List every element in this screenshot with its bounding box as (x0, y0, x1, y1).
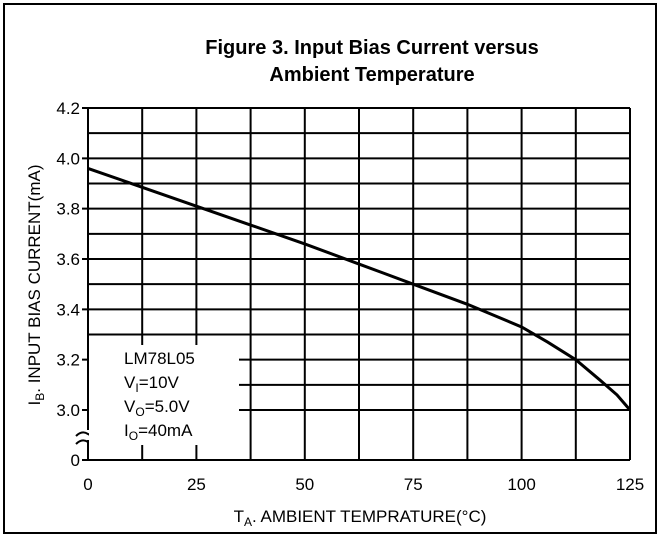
x-tick-label: 75 (404, 475, 423, 494)
annotation-rest: =5.0V (145, 397, 191, 416)
x-tick-label: 125 (616, 475, 644, 494)
annotation-main: LM78L05 (124, 349, 195, 368)
annotation: LM78L05 (124, 349, 195, 368)
annotation: VI=10V (124, 373, 180, 395)
x-tick-label: 50 (295, 475, 314, 494)
y-axis-label-rest: . INPUT BIAS CURRENT(mA) (25, 164, 44, 392)
x-axis-label-sub: A (244, 515, 252, 529)
x-axis-label-main: T (234, 507, 244, 526)
annotation-rest: =10V (139, 373, 180, 392)
y-tick-label: 3.4 (56, 300, 80, 319)
y-tick-label: 3.8 (56, 200, 80, 219)
annotation: VO=5.0V (124, 397, 190, 419)
axis-break (78, 430, 94, 440)
y-axis-label-main: I (25, 401, 44, 406)
annotation-main: V (124, 373, 136, 392)
chart-title: Figure 3. Input Bias Current versus (205, 37, 538, 59)
annotation-rest: =40mA (138, 421, 193, 440)
annotation-main: V (124, 397, 136, 416)
annotation-main: I (124, 421, 129, 440)
legend-box (89, 345, 239, 445)
y-axis-label-sub: B (33, 393, 47, 401)
annotation-sub: O (129, 429, 138, 443)
y-tick-label: 4.2 (56, 99, 80, 118)
x-tick-label: 0 (83, 475, 92, 494)
y-axis-label: IB. INPUT BIAS CURRENT(mA) (25, 164, 47, 405)
y-tick-label: 3.2 (56, 351, 80, 370)
curve (87, 166, 632, 411)
x-axis-label-rest: . AMBIENT TEMPRATURE(°C) (252, 507, 486, 526)
annotation-sub: O (135, 405, 144, 419)
x-axis-label: TA. AMBIENT TEMPRATURE(°C) (234, 507, 487, 529)
chart-title: Ambient Temperature (269, 64, 474, 86)
annotation-sub: I (135, 381, 138, 395)
x-tick-label: 25 (187, 475, 206, 494)
y-tick-label: 4.0 (56, 149, 80, 168)
annotation: IO=40mA (124, 421, 193, 443)
y-tick-label: 3.6 (56, 250, 80, 269)
y-tick-label: 3.0 (56, 401, 80, 420)
y-tick-label: 0 (71, 451, 80, 470)
x-tick-label: 100 (507, 475, 535, 494)
frame (3, 3, 657, 534)
